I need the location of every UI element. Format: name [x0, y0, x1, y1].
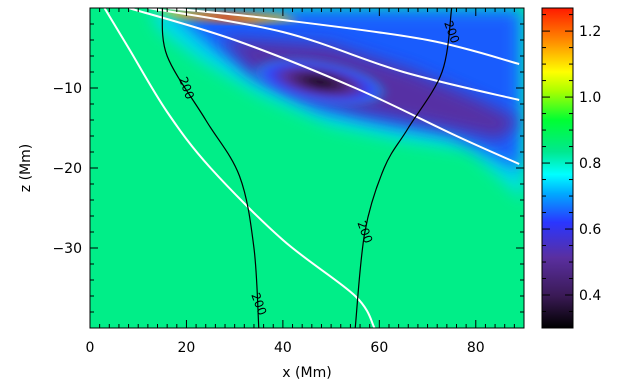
y-tick-label: −30 — [52, 241, 82, 257]
contour-line — [161, 8, 260, 328]
contour-line — [354, 8, 453, 328]
white-line — [103, 8, 376, 328]
plot-area — [90, 8, 524, 328]
y-axis-title: z (Mm) — [18, 144, 34, 192]
y-tick-label: −10 — [52, 81, 82, 97]
white-lines — [103, 8, 520, 328]
colorbar-tick-label: 0.6 — [579, 222, 601, 238]
x-tick-label: 40 — [274, 340, 292, 356]
x-tick-label: 80 — [467, 340, 485, 356]
y-axis: −10 −20 −30 — [52, 23, 524, 329]
low-value-core — [250, 57, 390, 107]
colorbar-tick-label: 1.0 — [579, 90, 601, 106]
colorbar-ticks: 0.4 0.6 0.8 1.0 1.2 — [542, 14, 601, 313]
y-tick-label: −20 — [52, 161, 82, 177]
colorbar-tick-label: 0.4 — [579, 288, 601, 304]
white-line — [128, 8, 520, 165]
x-axis-title: x (Mm) — [282, 365, 331, 381]
x-tick-label: 60 — [370, 340, 388, 356]
colorbar — [541, 7, 574, 329]
white-line — [147, 8, 520, 101]
x-axis: 0 20 40 60 80 — [86, 8, 525, 356]
colorbar-tick-label: 0.8 — [579, 156, 601, 172]
x-tick-label: 0 — [86, 340, 95, 356]
white-line — [167, 8, 520, 65]
x-tick-label: 20 — [178, 340, 196, 356]
contours — [161, 8, 453, 328]
colorbar-tick-label: 1.2 — [579, 24, 601, 40]
